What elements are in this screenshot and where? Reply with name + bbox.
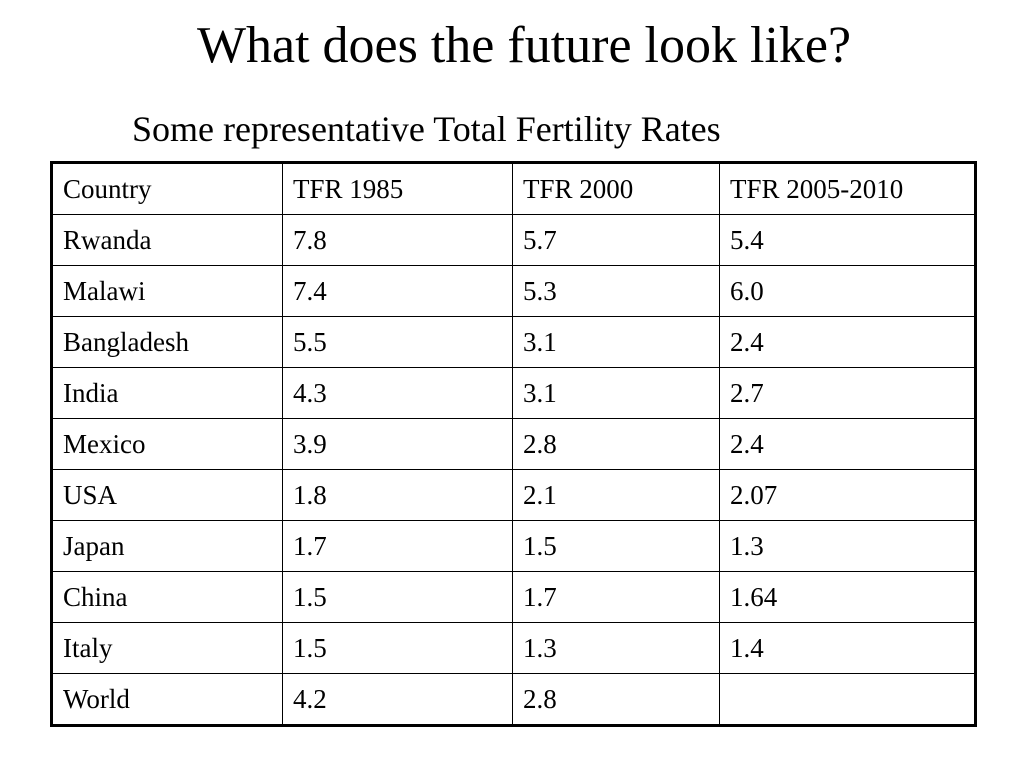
tfr-2000-cell: 3.1: [512, 316, 720, 368]
fertility-rate-table: Country TFR 1985 TFR 2000 TFR 2005-2010 …: [50, 161, 977, 727]
slide-title: What does the future look like?: [196, 17, 852, 74]
table-row: China 1.5 1.7 1.64: [51, 571, 976, 623]
header-cell-tfr-2000: TFR 2000: [512, 162, 720, 215]
country-cell: Mexico: [51, 418, 283, 470]
slide-subtitle: Some representative Total Fertility Rate…: [132, 109, 721, 149]
tfr-1985-cell: 5.5: [282, 316, 513, 368]
tfr-2000-cell: 1.5: [512, 520, 720, 572]
tfr-2005-2010-cell: 2.4: [719, 316, 976, 368]
tfr-2000-cell: 2.8: [512, 418, 720, 470]
country-cell: World: [51, 673, 283, 726]
tfr-1985-cell: 1.7: [282, 520, 513, 572]
table-row: Bangladesh 5.5 3.1 2.4: [51, 316, 976, 368]
tfr-2005-2010-cell: 6.0: [719, 265, 976, 317]
tfr-2005-2010-cell: 2.7: [719, 367, 976, 419]
tfr-2000-cell: 5.3: [512, 265, 720, 317]
tfr-2005-2010-cell: 1.3: [719, 520, 976, 572]
tfr-1985-cell: 7.8: [282, 214, 513, 266]
table-row: World 4.2 2.8: [51, 673, 976, 726]
country-cell: Bangladesh: [51, 316, 283, 368]
table-row: Mexico 3.9 2.8 2.4: [51, 418, 976, 470]
header-cell-country: Country: [51, 162, 283, 215]
country-cell: China: [51, 571, 283, 623]
table-row: USA 1.8 2.1 2.07: [51, 469, 976, 521]
country-cell: USA: [51, 469, 283, 521]
tfr-2005-2010-cell: [719, 673, 976, 726]
header-cell-tfr-1985: TFR 1985: [282, 162, 513, 215]
table-row: Malawi 7.4 5.3 6.0: [51, 265, 976, 317]
country-cell: Rwanda: [51, 214, 283, 266]
tfr-2005-2010-cell: 2.4: [719, 418, 976, 470]
tfr-2000-cell: 1.3: [512, 622, 720, 674]
tfr-2000-cell: 3.1: [512, 367, 720, 419]
tfr-1985-cell: 4.2: [282, 673, 513, 726]
tfr-1985-cell: 7.4: [282, 265, 513, 317]
table-row: Japan 1.7 1.5 1.3: [51, 520, 976, 572]
tfr-1985-cell: 1.5: [282, 571, 513, 623]
table-row: Rwanda 7.8 5.7 5.4: [51, 214, 976, 266]
table-row: Italy 1.5 1.3 1.4: [51, 622, 976, 674]
tfr-1985-cell: 4.3: [282, 367, 513, 419]
table-row: India 4.3 3.1 2.7: [51, 367, 976, 419]
table-header-row: Country TFR 1985 TFR 2000 TFR 2005-2010: [51, 162, 976, 215]
tfr-2005-2010-cell: 1.4: [719, 622, 976, 674]
tfr-2000-cell: 1.7: [512, 571, 720, 623]
tfr-2000-cell: 2.8: [512, 673, 720, 726]
country-cell: India: [51, 367, 283, 419]
country-cell: Japan: [51, 520, 283, 572]
header-cell-tfr-2005-2010: TFR 2005-2010: [719, 162, 976, 215]
country-cell: Malawi: [51, 265, 283, 317]
tfr-2000-cell: 5.7: [512, 214, 720, 266]
country-cell: Italy: [51, 622, 283, 674]
table-body: Country TFR 1985 TFR 2000 TFR 2005-2010 …: [51, 162, 976, 726]
tfr-1985-cell: 1.5: [282, 622, 513, 674]
tfr-2005-2010-cell: 2.07: [719, 469, 976, 521]
tfr-1985-cell: 3.9: [282, 418, 513, 470]
tfr-2005-2010-cell: 5.4: [719, 214, 976, 266]
tfr-1985-cell: 1.8: [282, 469, 513, 521]
tfr-2005-2010-cell: 1.64: [719, 571, 976, 623]
tfr-2000-cell: 2.1: [512, 469, 720, 521]
